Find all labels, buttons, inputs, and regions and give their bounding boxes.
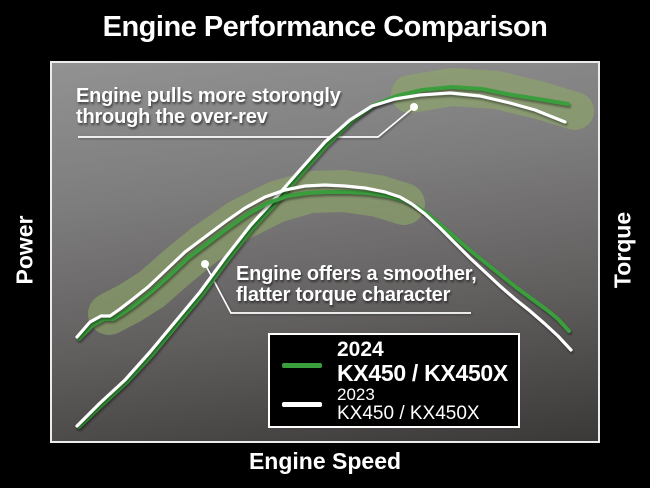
axis-label-engine-speed: Engine Speed — [248, 448, 402, 474]
leader-dot-0 — [410, 103, 418, 111]
legend-year-2024: 2024 — [337, 337, 384, 361]
legend-model-2023: KX450 / KX450X — [337, 402, 480, 424]
legend-model-2024: KX450 / KX450X — [337, 359, 508, 386]
series-line-2023-kx450-kx450x-power — [75, 91, 567, 428]
legend-year-2023: 2023 — [337, 384, 375, 404]
legend: 2024 KX450 / KX450X 2023 KX450 / KX450X — [268, 333, 520, 428]
series-line-2024-kx450-kx450x-torque — [77, 190, 571, 341]
axis-label-torque: Torque — [609, 211, 636, 289]
annotation-overrev-line2: through the over-rev — [76, 106, 268, 128]
annotation-torque-line1: Engine offers a smoother, — [236, 263, 477, 285]
page-title: Engine Performance Comparison — [102, 11, 548, 43]
annotation-torque-line2: flatter torque character — [236, 284, 451, 306]
series-line-2023-kx450-kx450x-torque — [75, 183, 573, 352]
leader-dot-1 — [201, 260, 209, 268]
annotation-overrev-line1: Engine pulls more storongly — [76, 85, 341, 107]
series-line-2024-kx450-kx450x-power — [77, 85, 570, 429]
legend-swatch-2023 — [282, 401, 322, 407]
plot-area: Engine pulls more storongly through the … — [50, 61, 600, 443]
legend-row-2024: 2024 KX450 / KX450X — [282, 338, 510, 385]
legend-row-2023: 2023 KX450 / KX450X — [282, 385, 510, 424]
leader-line-0 — [78, 106, 415, 138]
curves-svg — [75, 68, 594, 429]
axis-label-power: Power — [11, 215, 38, 285]
annotation-torque: Engine offers a smoother, flatter torque… — [236, 264, 477, 306]
annotation-overrev: Engine pulls more storongly through the … — [76, 86, 341, 128]
legend-swatch-2024 — [282, 362, 322, 368]
